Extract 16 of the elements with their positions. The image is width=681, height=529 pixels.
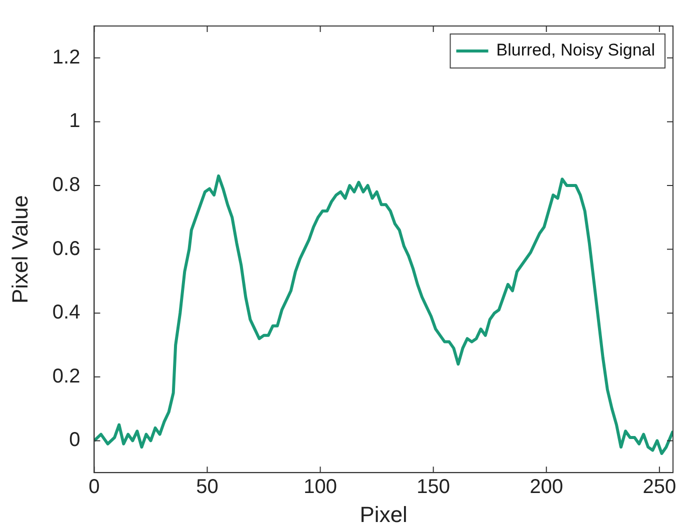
x-tick-label: 250	[642, 476, 676, 498]
y-tick-label: 0.8	[52, 174, 80, 196]
x-tick-label: 50	[196, 476, 218, 498]
x-tick-label: 0	[88, 476, 100, 498]
y-tick-label: 0.2	[52, 365, 80, 388]
legend-label: Blurred, Noisy Signal	[496, 40, 656, 60]
x-tick-label: 150	[416, 476, 450, 498]
y-tick-label: 0.4	[52, 302, 80, 324]
x-axis-title: Pixel	[360, 502, 408, 527]
y-axis-title: Pixel Value	[7, 195, 32, 304]
x-tick-label: 100	[304, 476, 337, 498]
y-tick-label: 1.2	[52, 46, 80, 68]
y-tick-label: 0	[69, 429, 80, 452]
x-tick-label: 200	[530, 476, 564, 498]
y-tick-label: 0.6	[52, 238, 80, 260]
y-tick-label: 1	[69, 110, 80, 132]
